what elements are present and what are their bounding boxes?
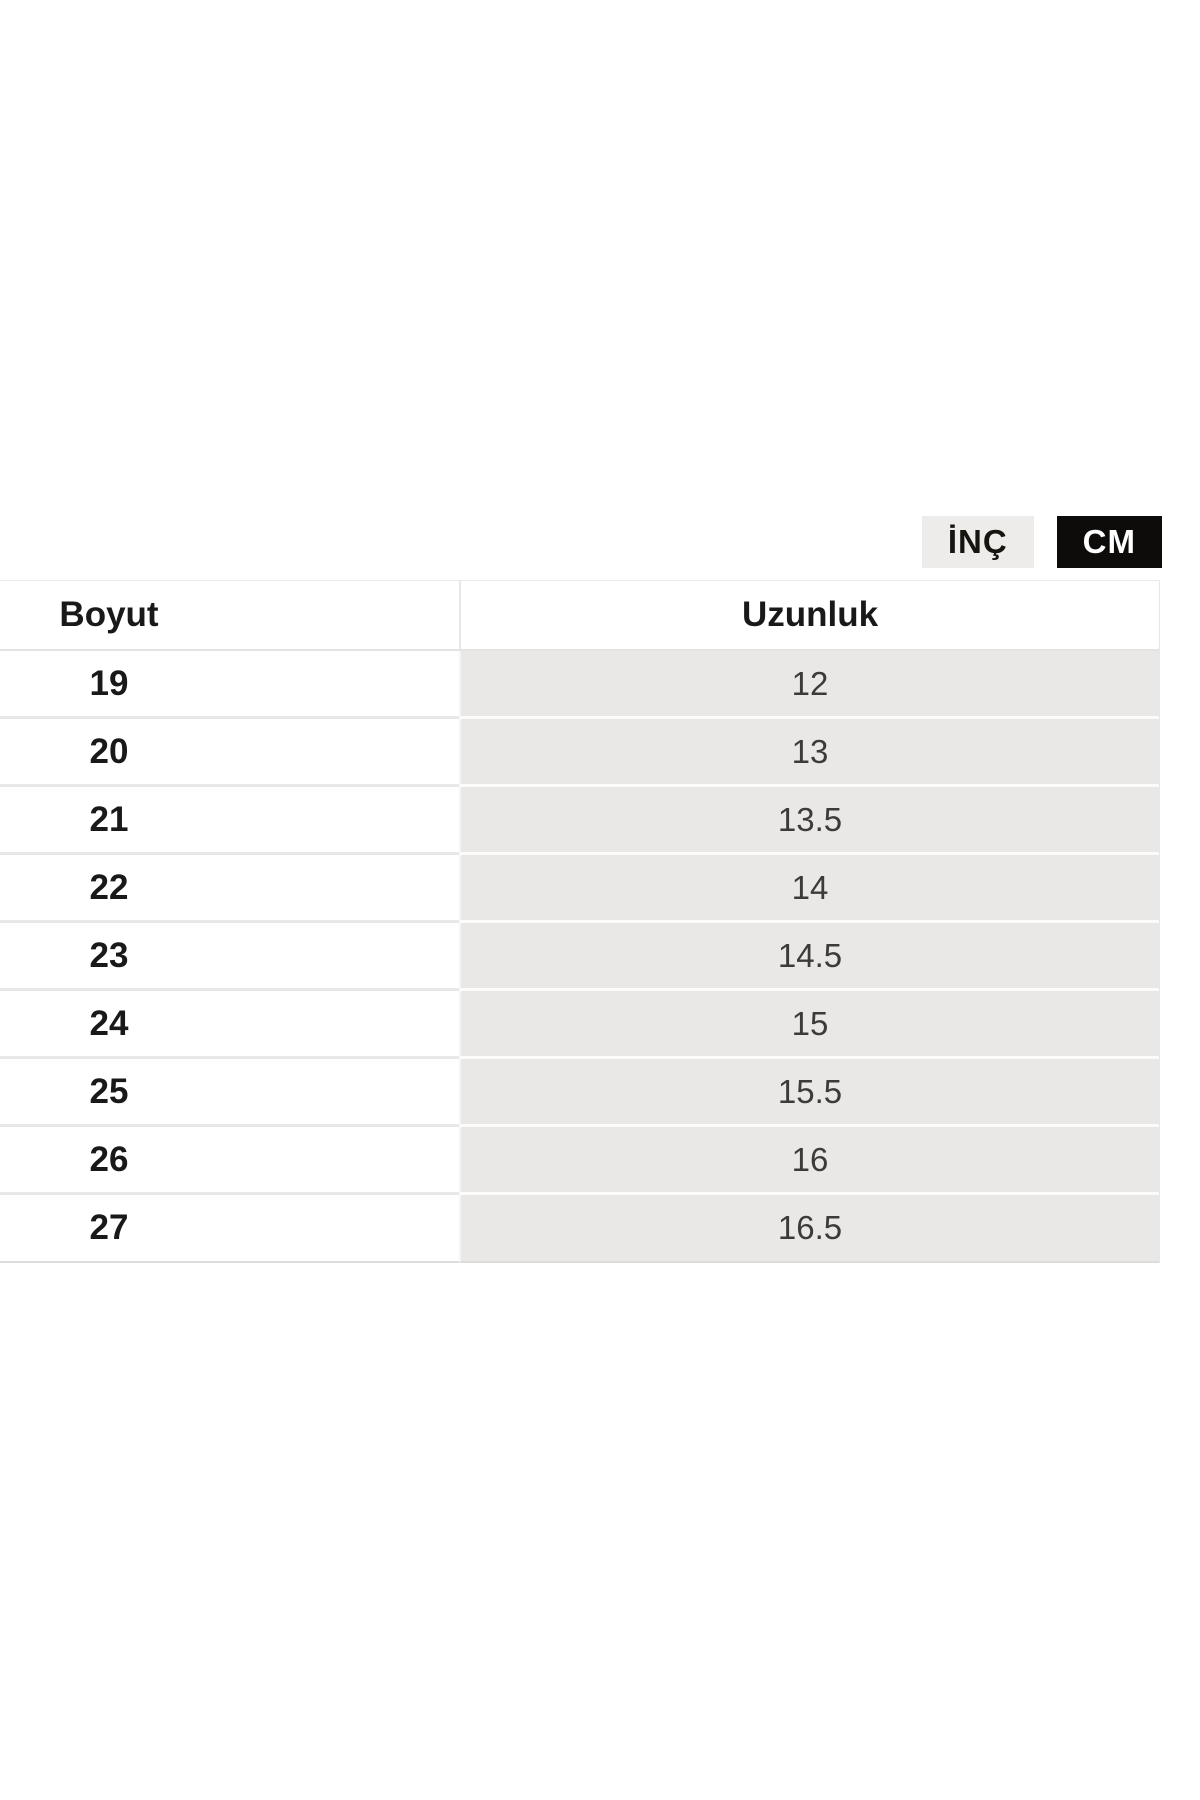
size-cell: 23 [0,923,459,991]
unit-toggle: İNÇ CM [0,516,1162,568]
table-row: 24 15 [0,991,1159,1059]
size-table-viewport: Boyut Uzunluk 19 12 20 13 21 13.5 [0,580,1160,1296]
table-row: 23 14.5 [0,923,1159,991]
length-cell: 14.5 [459,923,1159,991]
size-cell: 21 [0,787,459,855]
length-cell: 13 [459,719,1159,787]
table-row: 21 13.5 [0,787,1159,855]
table-row: 20 13 [0,719,1159,787]
size-table-header: Boyut Uzunluk [0,581,1159,651]
size-cell: 25 [0,1059,459,1127]
length-cell: 16 [459,1127,1159,1195]
size-cell: 26 [0,1127,459,1195]
length-cell: 15.5 [459,1059,1159,1127]
length-cell: 13.5 [459,787,1159,855]
table-row: 26 16 [0,1127,1159,1195]
table-row: 25 15.5 [0,1059,1159,1127]
size-cell: 22 [0,855,459,923]
length-cell: 16.5 [459,1195,1159,1263]
size-cell: 19 [0,651,459,719]
header-length: Uzunluk [459,581,1159,651]
table-row: 27 16.5 [0,1195,1159,1263]
unit-toggle-inch-button[interactable]: İNÇ [921,516,1034,568]
header-row: Boyut Uzunluk [0,581,1159,651]
length-cell: 12 [459,651,1159,719]
length-cell: 14 [459,855,1159,923]
length-cell: 15 [459,991,1159,1059]
size-table-body: 19 12 20 13 21 13.5 22 14 23 14.5 [0,651,1159,1263]
size-table: Boyut Uzunluk 19 12 20 13 21 13.5 [0,580,1160,1263]
size-cell: 27 [0,1195,459,1263]
header-size: Boyut [0,581,459,651]
size-cell: 20 [0,719,459,787]
size-cell: 24 [0,991,459,1059]
table-row: 19 12 [0,651,1159,719]
table-row: 22 14 [0,855,1159,923]
unit-toggle-cm-button[interactable]: CM [1056,516,1162,568]
